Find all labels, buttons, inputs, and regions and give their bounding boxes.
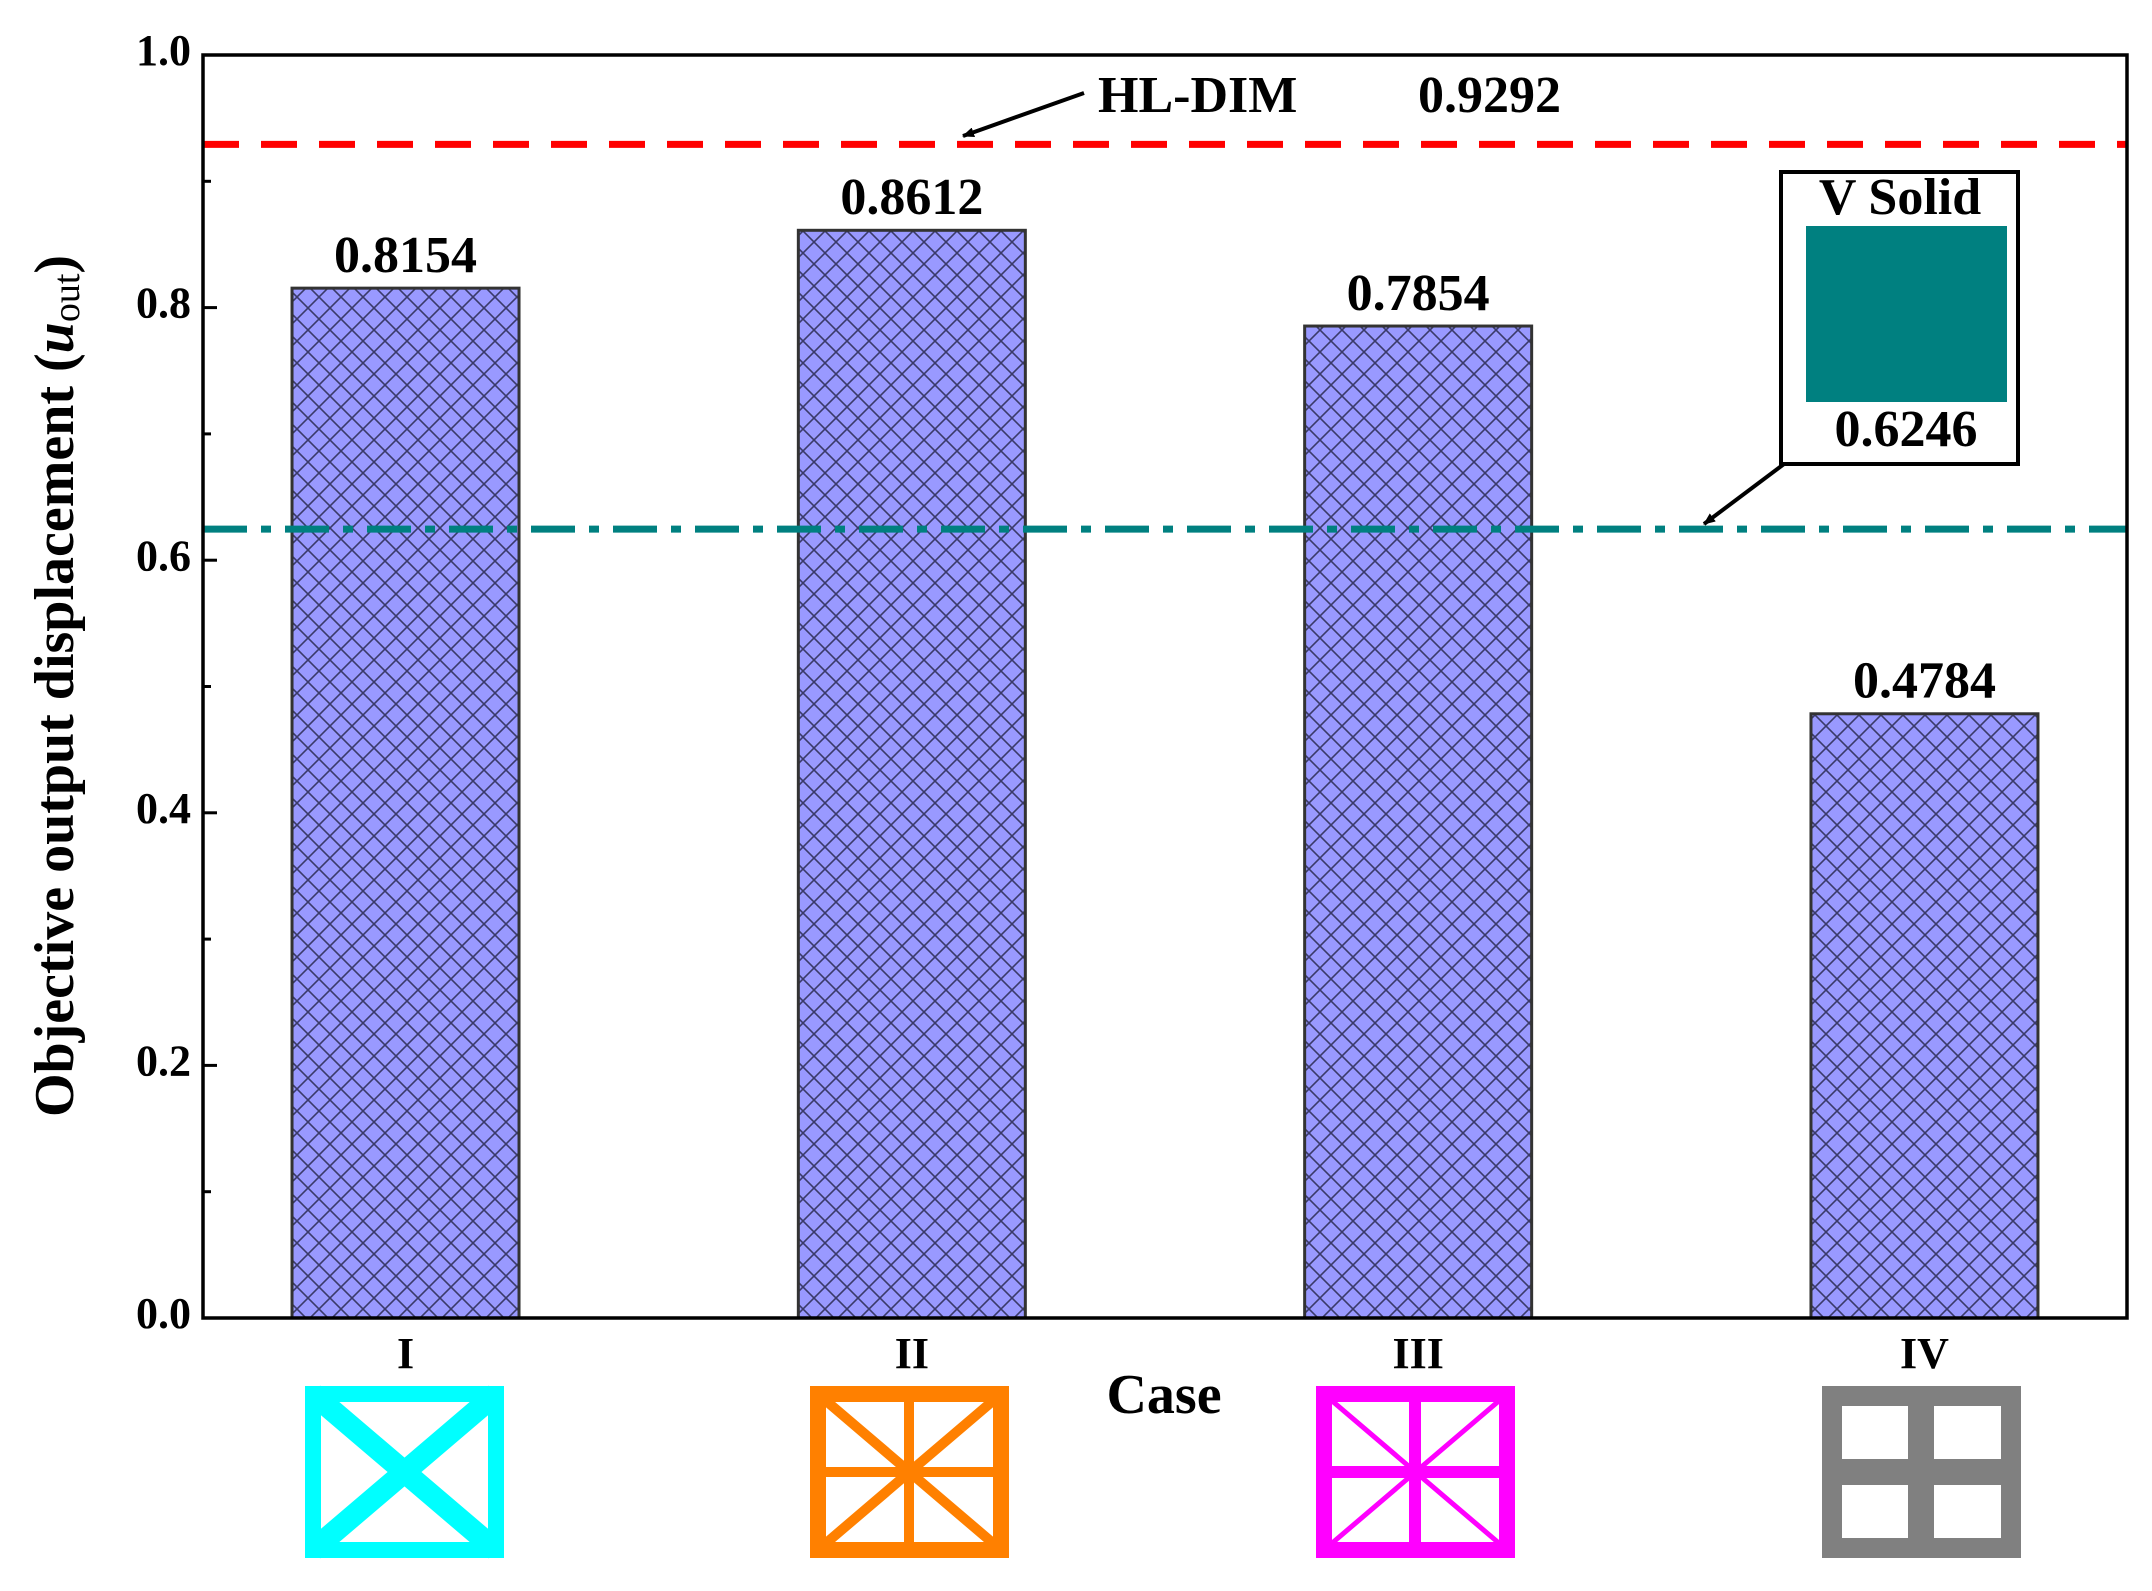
icon-case-2 — [810, 1386, 1009, 1558]
bar — [290, 286, 521, 1320]
value-label: 0.8612 — [840, 169, 983, 226]
reference-value: 0.9292 — [1418, 67, 1561, 124]
legend-label: V Solid — [1819, 169, 1981, 226]
y-tick-label: 0.6 — [136, 531, 191, 580]
y-tick-label: 0.0 — [136, 1289, 191, 1338]
legend-swatch — [1806, 226, 2007, 402]
case-icons — [305, 1385, 2021, 1559]
y-title-symbol: u — [24, 322, 86, 353]
icon-case-1 — [305, 1385, 504, 1559]
y-tick-label: 0.8 — [136, 279, 191, 328]
value-label: 0.7854 — [1347, 265, 1490, 322]
x-axis-title: Case — [1106, 1364, 1221, 1426]
reference-label: HL-DIM — [1098, 67, 1297, 124]
y-axis-title: Objective output displacement (uout) — [24, 255, 88, 1117]
annotation-arrow — [962, 91, 1085, 138]
value-label: 0.4784 — [1853, 653, 1996, 710]
y-tick-label: 0.2 — [136, 1036, 191, 1085]
x-tick-label: III — [1392, 1329, 1443, 1378]
icon-case-4 — [1822, 1386, 2021, 1558]
bar — [1809, 712, 2040, 1320]
y-tick-label: 1.0 — [136, 26, 191, 75]
plot-area — [203, 140, 2127, 1320]
annotation-arrow — [1702, 462, 1786, 526]
y-title-close: ) — [24, 255, 86, 274]
reference-value: 0.6246 — [1835, 401, 1978, 458]
bar — [796, 228, 1027, 1320]
x-tick-label: I — [397, 1329, 414, 1378]
bar — [1303, 324, 1534, 1320]
icon-case-3 — [1316, 1386, 1515, 1558]
y-title-text: Objective output displacement ( — [24, 353, 86, 1117]
x-tick-label: II — [895, 1329, 929, 1378]
y-title-subscript: out — [46, 273, 88, 322]
value-label: 0.8154 — [334, 227, 477, 284]
y-tick-label: 0.4 — [136, 784, 191, 833]
x-tick-label: IV — [1900, 1329, 1949, 1378]
